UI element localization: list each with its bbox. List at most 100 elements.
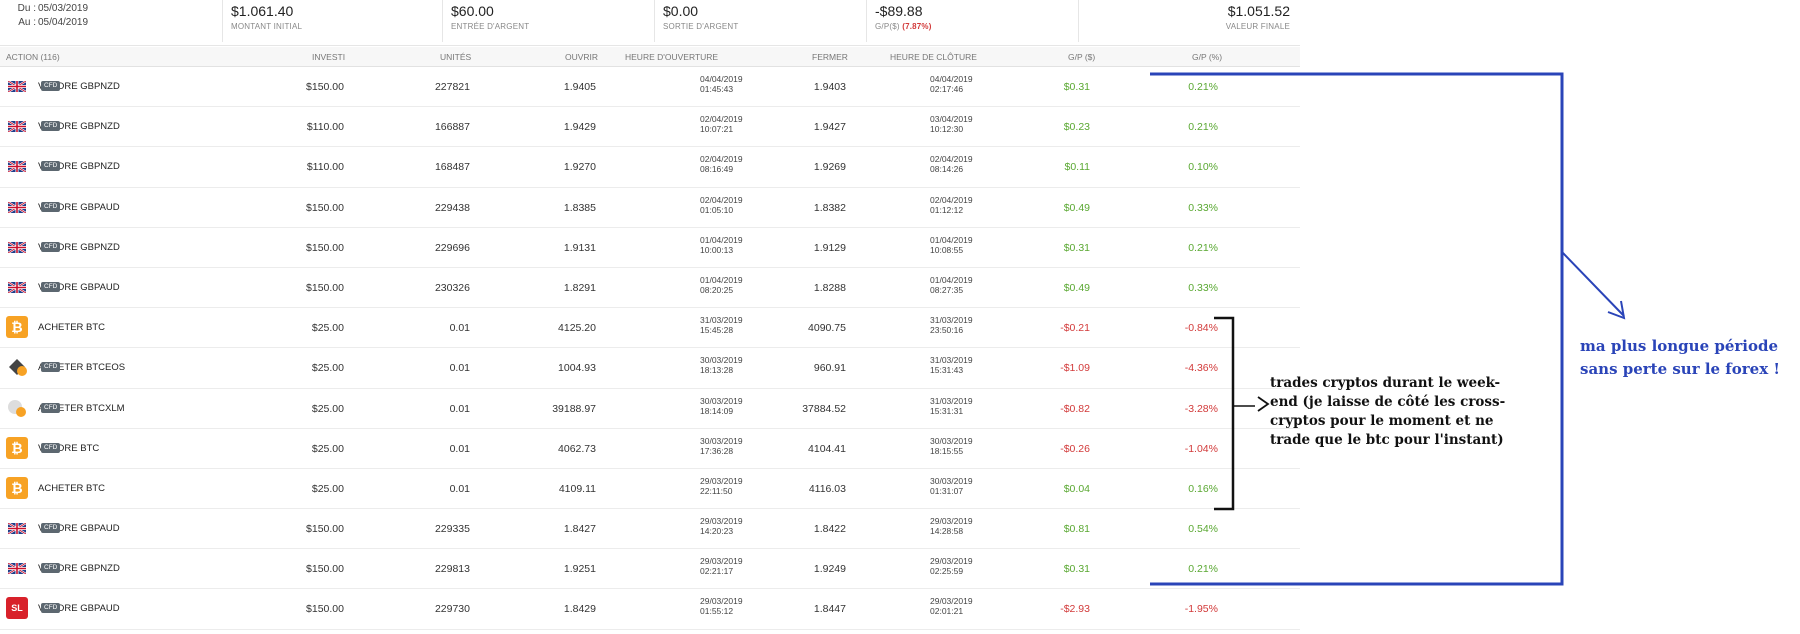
table-row[interactable]: ₿ ACHETER BTC $25.00 0.01 4109.11 29/03/2019 2…	[0, 469, 1300, 510]
table-row[interactable]: ACHETER BTCEOS CFD $25.00 0.01 1004.93 30/03/…	[0, 348, 1300, 389]
deposit-label: ENTRÉE D'ARGENT	[451, 22, 530, 31]
table-row[interactable]: VENDRE GBPNZD CFD $150.00 227821 1.9405 04/04…	[0, 67, 1300, 108]
close-time: 23:50:16	[930, 325, 964, 336]
col-open-time[interactable]: HEURE D'OUVERTURE	[625, 52, 719, 62]
open-time: 08:16:49	[700, 164, 734, 175]
cfd-badge: CFD	[41, 121, 61, 132]
profit-loss-percent: -4.36%	[1184, 362, 1218, 375]
table-row[interactable]: ₿ ACHETER BTC $25.00 0.01 4125.20 31/03/2019 1…	[0, 308, 1300, 349]
open-time: 18:14:09	[700, 405, 734, 416]
close-price: 1.9403	[813, 81, 846, 93]
instrument-action: ACHETER BTCXLM	[38, 402, 125, 414]
invested-amount: $110.00	[306, 121, 344, 134]
cfd-badge: CFD	[41, 402, 61, 413]
deposit-block: $60.00 ENTRÉE D'ARGENT	[442, 0, 654, 42]
final-value-label: VALEUR FINALE	[1225, 22, 1290, 31]
profit-loss-percent: 0.21%	[1188, 81, 1218, 93]
col-open[interactable]: OUVRIR	[565, 52, 599, 62]
table-row[interactable]: VENDRE GBPNZD CFD $150.00 229696 1.9131 01/04…	[0, 228, 1300, 268]
profit-loss: -$1.09	[1060, 362, 1090, 375]
open-date: 01/04/2019	[700, 274, 743, 285]
close-date: 29/03/2019	[930, 556, 973, 567]
open-price: 4125.20	[558, 322, 596, 335]
profit-loss: -$2.93	[1060, 603, 1090, 616]
close-price: 1.9427	[813, 121, 846, 134]
invested-amount: $150.00	[306, 563, 344, 576]
units-value: 230326	[434, 281, 470, 294]
profit-loss-percent: -0.84%	[1184, 322, 1218, 335]
profit-loss-percent: -1.04%	[1184, 442, 1218, 455]
close-price: 960.91	[813, 362, 846, 375]
table-row[interactable]: VENDRE GBPNZD CFD $150.00 229813 1.9251 29/03…	[0, 549, 1300, 590]
open-price: 1.9270	[563, 161, 596, 174]
open-date: 29/03/2019	[700, 475, 743, 486]
open-date: 31/03/2019	[700, 315, 743, 326]
profit-loss-value: -$89.88	[875, 3, 923, 19]
profit-loss-percent: 0.21%	[1188, 241, 1218, 254]
open-time: 14:20:23	[700, 526, 734, 537]
profit-loss-label: G/P($)	[875, 22, 900, 31]
instrument-action: VENDRE GBPAUD	[38, 603, 120, 615]
table-row[interactable]: ₿ VENDRE BTC CFD $25.00 0.01 4062.73 30/03/201…	[0, 429, 1300, 469]
col-action[interactable]: ACTION (116)	[6, 52, 60, 62]
table-header: ACTION (116) INVESTI UNITÉS OUVRIR HEURE…	[0, 47, 1300, 67]
open-date: 29/03/2019	[700, 596, 743, 607]
instrument-action: ACHETER BTC	[38, 482, 106, 494]
date-to[interactable]: 05/04/2019	[38, 17, 89, 28]
profit-loss-percent: -1.95%	[1184, 603, 1218, 616]
invested-amount: $150.00	[306, 241, 344, 254]
withdrawal-amount: $0.00	[663, 3, 699, 19]
initial-amount: $1.061.40	[231, 3, 294, 19]
date-range: Du : 05/03/2019 Au : 05/04/2019	[8, 0, 208, 42]
close-price: 1.9249	[813, 563, 846, 576]
table-row[interactable]: VENDRE GBPNZD CFD $110.00 166887 1.9429 02/04…	[0, 107, 1300, 148]
open-time: 15:45:28	[700, 325, 734, 336]
open-price: 1.8429	[563, 603, 596, 616]
col-pl[interactable]: G/P ($)	[1068, 52, 1096, 62]
date-from[interactable]: 05/03/2019	[38, 3, 89, 14]
open-date: 02/04/2019	[700, 194, 743, 205]
profit-loss: $0.31	[1063, 81, 1090, 93]
cfd-badge: CFD	[41, 442, 61, 453]
crypto-arrow-icon	[1257, 396, 1270, 412]
profit-loss-percent: (7.87%)	[902, 22, 932, 31]
forex-bracket	[1150, 72, 1564, 586]
close-date: 04/04/2019	[930, 74, 973, 84]
bitcoin-icon: ₿	[6, 436, 28, 459]
open-date: 30/03/2019	[700, 395, 743, 406]
profit-loss: $0.49	[1063, 281, 1090, 294]
instrument-action: VENDRE GBPAUD	[38, 201, 120, 213]
forex-arrow-icon	[1607, 300, 1626, 320]
open-time: 01:05:10	[700, 204, 734, 215]
table-row[interactable]: VENDRE GBPNZD CFD $110.00 168487 1.9270 02/04…	[0, 147, 1300, 188]
close-time: 08:14:26	[930, 164, 964, 175]
col-close[interactable]: FERMER	[812, 52, 848, 62]
profit-loss-percent: 0.21%	[1188, 121, 1218, 134]
cfd-badge: CFD	[41, 201, 61, 212]
initial-amount-block: $1.061.40 MONTANT INITIAL	[222, 0, 442, 42]
invested-amount: $150.00	[306, 281, 344, 294]
table-row[interactable]: SL VENDRE GBPAUD CFD $150.00 229730 1.8429 29/…	[0, 589, 1300, 630]
uk-flag-icon	[7, 280, 27, 294]
table-body: VENDRE GBPNZD CFD $150.00 227821 1.9405 04/04…	[0, 67, 1300, 630]
close-date: 31/03/2019	[930, 395, 973, 406]
table-row[interactable]: VENDRE GBPAUD CFD $150.00 229335 1.8427 29/03…	[0, 509, 1300, 550]
col-pl-percent[interactable]: G/P (%)	[1192, 52, 1223, 62]
close-date: 30/03/2019	[930, 435, 973, 446]
units-value: 0.01	[449, 442, 470, 455]
withdrawal-block: $0.00 SORTIE D'ARGENT	[654, 0, 866, 42]
close-price: 4090.75	[808, 322, 846, 335]
table-row[interactable]: ACHETER BTCXLM CFD $25.00 0.01 39188.97 30/03…	[0, 389, 1300, 429]
col-units[interactable]: UNITÉS	[440, 52, 472, 62]
units-value: 0.01	[449, 402, 470, 415]
profit-loss-percent: 0.33%	[1188, 281, 1218, 294]
table-row[interactable]: VENDRE GBPAUD CFD $150.00 230326 1.8291 01/04…	[0, 268, 1300, 309]
cfd-badge: CFD	[41, 563, 61, 574]
bitcoin-icon: ₿	[6, 476, 28, 499]
table-row[interactable]: VENDRE GBPAUD CFD $150.00 229438 1.8385 02/04…	[0, 188, 1300, 228]
close-date: 02/04/2019	[930, 154, 973, 165]
col-invested[interactable]: INVESTI	[312, 52, 346, 62]
close-time: 15:31:31	[930, 405, 964, 416]
col-close-time[interactable]: HEURE DE CLÔTURE	[890, 52, 977, 62]
uk-flag-icon	[7, 522, 27, 536]
